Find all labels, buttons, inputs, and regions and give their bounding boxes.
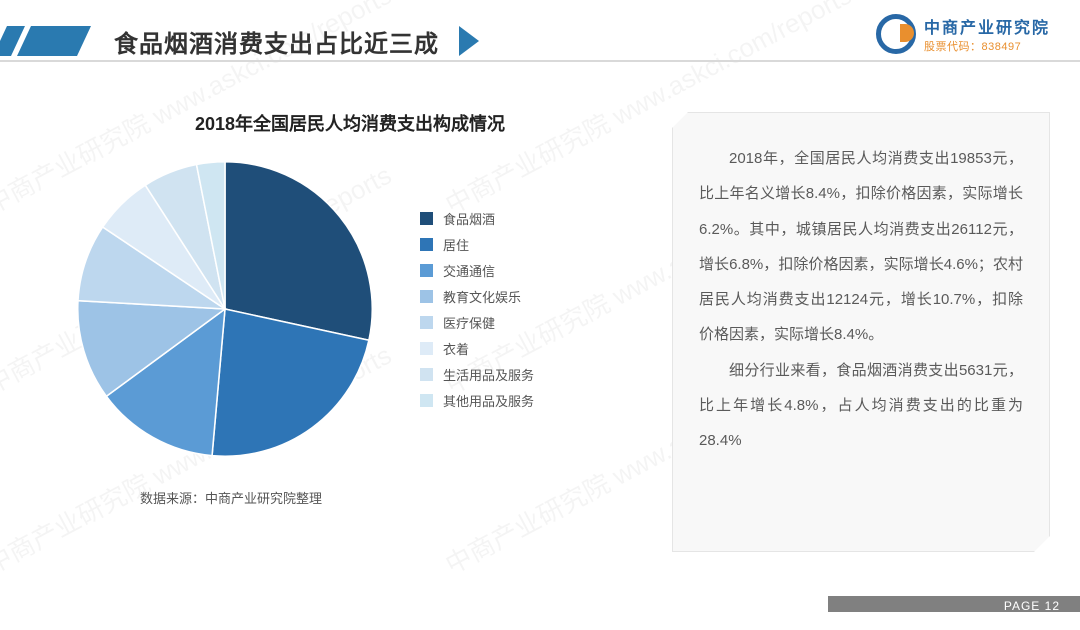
chart-title: 2018年全国居民人均消费支出构成情况 [70,110,630,136]
description-box: 2018年，全国居民人均消费支出19853元，比上年名义增长8.4%，扣除价格因… [672,112,1050,552]
header-triangle-icon [459,26,479,56]
description-para: 2018年，全国居民人均消费支出19853元，比上年名义增长8.4%，扣除价格因… [699,141,1023,353]
legend-label: 居住 [443,235,469,254]
chart-legend: 食品烟酒居住交通通信教育文化娱乐医疗保健衣着生活用品及服务其他用品及服务 [420,202,534,417]
legend-item: 居住 [420,235,534,254]
corner-cut-icon [672,112,688,128]
legend-swatch [420,290,433,303]
legend-item: 其他用品及服务 [420,391,534,410]
legend-label: 交通通信 [443,261,495,280]
chart-area: 2018年全国居民人均消费支出构成情况 食品烟酒居住交通通信教育文化娱乐医疗保健… [70,110,630,507]
legend-label: 衣着 [443,339,469,358]
page-title: 食品烟酒消费支出占比近三成 [114,24,439,59]
chart-row: 食品烟酒居住交通通信教育文化娱乐医疗保健衣着生活用品及服务其他用品及服务 [70,154,630,464]
slide-page: 中商产业研究院 www.askci.com/reports 中商产业研究院 ww… [0,0,1080,630]
header-divider [0,60,1080,62]
legend-swatch [420,212,433,225]
logo-mark-icon [876,14,916,54]
header-stripe: 食品烟酒消费支出占比近三成 [0,26,479,56]
legend-item: 衣着 [420,339,534,358]
chart-source: 数据来源：中商产业研究院整理 [140,488,630,507]
corner-cut-icon [1034,536,1050,552]
legend-label: 生活用品及服务 [443,365,534,384]
legend-swatch [420,394,433,407]
legend-label: 医疗保健 [443,313,495,332]
header-accent-bar [17,26,91,56]
brand-logo: 中商产业研究院 股票代码：838497 [876,14,1050,54]
legend-swatch [420,238,433,251]
legend-swatch [420,316,433,329]
legend-item: 食品烟酒 [420,209,534,228]
page-number: PAGE 12 [1004,599,1060,613]
legend-label: 食品烟酒 [443,209,495,228]
legend-item: 生活用品及服务 [420,365,534,384]
legend-label: 其他用品及服务 [443,391,534,410]
legend-swatch [420,368,433,381]
legend-item: 教育文化娱乐 [420,287,534,306]
description-para: 细分行业来看，食品烟酒消费支出5631元，比上年增长4.8%，占人均消费支出的比… [699,353,1023,459]
logo-stock: 股票代码：838497 [924,38,1050,54]
legend-swatch [420,342,433,355]
legend-swatch [420,264,433,277]
logo-text: 中商产业研究院 股票代码：838497 [924,14,1050,54]
legend-label: 教育文化娱乐 [443,287,521,306]
logo-name: 中商产业研究院 [924,14,1050,38]
pie-chart [70,154,380,464]
legend-item: 交通通信 [420,261,534,280]
legend-item: 医疗保健 [420,313,534,332]
